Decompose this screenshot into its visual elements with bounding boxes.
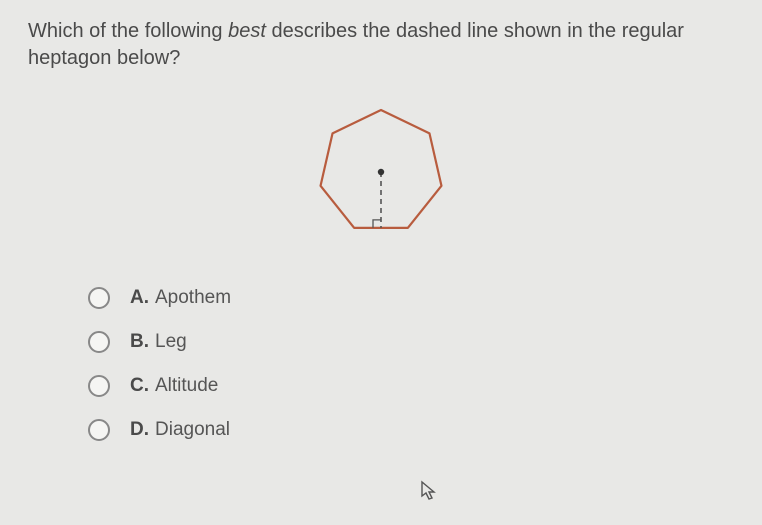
option-text: Apothem (155, 287, 231, 309)
radio-b[interactable] (88, 331, 110, 353)
option-d[interactable]: D. Diagonal (88, 419, 734, 441)
option-a[interactable]: A. Apothem (88, 287, 734, 309)
option-c[interactable]: C. Altitude (88, 375, 734, 397)
option-letter: A. (130, 287, 149, 309)
option-letter: D. (130, 419, 149, 441)
option-letter: C. (130, 375, 149, 397)
radio-c[interactable] (88, 375, 110, 397)
option-b[interactable]: B. Leg (88, 331, 734, 353)
radio-a[interactable] (88, 287, 110, 309)
question-text: Which of the following best describes th… (28, 18, 734, 72)
radio-d[interactable] (88, 419, 110, 441)
option-text: Altitude (155, 375, 218, 397)
question-part1: Which of the following (28, 20, 228, 42)
heptagon-figure (301, 92, 461, 252)
cursor-icon (420, 480, 440, 502)
options-list: A. Apothem B. Leg C. Altitude D. Diagona… (88, 287, 734, 441)
option-text: Diagonal (155, 419, 230, 441)
option-text: Leg (155, 331, 187, 353)
figure-container (28, 92, 734, 252)
option-letter: B. (130, 331, 149, 353)
question-italic: best (228, 20, 266, 42)
